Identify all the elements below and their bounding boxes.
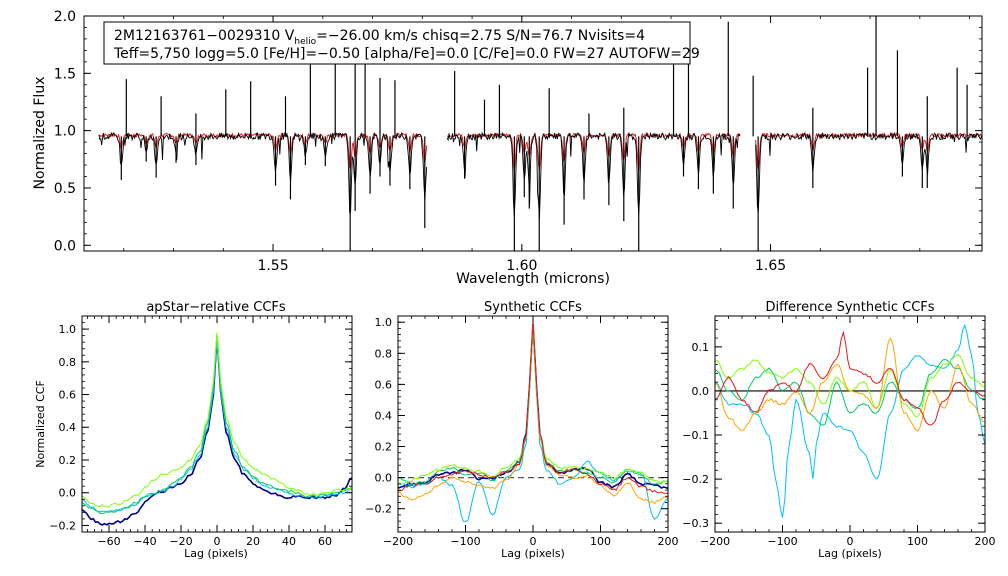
apstar-ccf-x-tick-label: −20 bbox=[169, 535, 192, 548]
apstar-ccf-ticks: −60 −40 −20 0 20 40 60 −0.2 0.0 0.2 0.4 0.6 0.8 1.0 bbox=[49, 315, 352, 548]
spectrum-panel: 1.55 1.60 1.65 0.0 0.5 1.0 1.5 2.0 2M12163761−0… bbox=[32, 9, 983, 287]
difference-ccf-visit-5-line bbox=[715, 330, 985, 426]
spectrum-info-box bbox=[103, 21, 691, 65]
spectrum-y-tick-label: 2.0 bbox=[54, 9, 76, 25]
difference-ccf-x-tick-label: −200 bbox=[700, 535, 730, 548]
spectrum-info-line2: Teff=5,750 logg=5.0 [Fe/H]=−0.50 [alpha/… bbox=[113, 46, 700, 62]
spectrum-y-axis-label: Normalized Flux bbox=[32, 77, 48, 190]
synthetic-ccf-x-tick-label: 100 bbox=[590, 535, 611, 548]
difference-ccf-title: Difference Synthetic CCFs bbox=[765, 300, 934, 315]
spectrum-axes-frame bbox=[83, 15, 983, 252]
spectrum-model-segment-2 bbox=[446, 131, 741, 172]
difference-ccf-panel: Difference Synthetic CCFs −200 −100 0 100 20… bbox=[682, 300, 995, 560]
synthetic-ccf-y-tick-label: −0.2 bbox=[365, 503, 392, 516]
synthetic-ccf-visit-1-line bbox=[398, 325, 668, 522]
apstar-ccf-x-tick-label: 60 bbox=[318, 535, 332, 548]
synthetic-ccf-x-tick-label: 200 bbox=[658, 535, 679, 548]
difference-ccf-visit-4-line bbox=[715, 337, 985, 432]
synthetic-ccf-visit-5-line bbox=[398, 322, 668, 494]
difference-ccf-visit-2-line bbox=[715, 358, 985, 426]
spectrum-observed-segment-3 bbox=[755, 131, 982, 213]
difference-ccf-y-tick-label: −0.3 bbox=[682, 517, 709, 530]
difference-ccf-plot-area bbox=[715, 323, 985, 518]
spectrum-x-axis-label: Wavelength (microns) bbox=[456, 271, 610, 287]
difference-ccf-y-tick-label: −0.2 bbox=[682, 473, 709, 486]
apstar-ccf-y-tick-label: −0.2 bbox=[49, 519, 76, 532]
apstar-ccf-x-tick-label: 40 bbox=[282, 535, 296, 548]
synthetic-ccf-visit-4-line bbox=[398, 322, 668, 505]
apstar-ccf-x-tick-label: 0 bbox=[214, 535, 221, 548]
synthetic-ccf-title: Synthetic CCFs bbox=[484, 300, 582, 315]
spectrum-x-tick-label: 1.55 bbox=[257, 258, 288, 274]
synthetic-ccf-combined-line bbox=[398, 323, 668, 490]
difference-ccf-axes-frame bbox=[714, 315, 986, 533]
difference-ccf-x-tick-label: 200 bbox=[975, 535, 996, 548]
difference-ccf-x-tick-label: −100 bbox=[767, 535, 797, 548]
difference-ccf-y-tick-label: 0.0 bbox=[692, 385, 710, 398]
synthetic-ccf-y-tick-label: 0.8 bbox=[375, 347, 393, 360]
spectrum-ticks: 1.55 1.60 1.65 0.0 0.5 1.0 1.5 2.0 bbox=[54, 9, 982, 274]
apstar-ccf-visit-3-line bbox=[82, 332, 352, 508]
spectrum-y-tick-label: 1.5 bbox=[54, 66, 76, 82]
synthetic-ccf-y-tick-label: 0.4 bbox=[375, 409, 393, 422]
spectrum-info-subscript: helio bbox=[294, 37, 316, 47]
synthetic-ccf-plot-area bbox=[398, 322, 668, 522]
difference-ccf-y-tick-label: −0.1 bbox=[682, 429, 709, 442]
apstar-ccf-y-tick-label: 0.8 bbox=[59, 356, 77, 369]
apstar-ccf-y-tick-label: 0.4 bbox=[59, 421, 77, 434]
synthetic-ccf-y-tick-label: 0.2 bbox=[375, 440, 393, 453]
spectrum-y-tick-label: 0.5 bbox=[54, 181, 76, 197]
apstar-ccf-y-tick-label: 1.0 bbox=[59, 323, 77, 336]
spectrum-x-tick-label: 1.65 bbox=[755, 258, 786, 274]
apstar-ccf-y-axis-label: Normalized CCF bbox=[34, 380, 47, 468]
apstar-ccf-x-tick-label: −40 bbox=[133, 535, 156, 548]
synthetic-ccf-visit-2-line bbox=[398, 326, 668, 486]
apstar-ccf-visit-2-line bbox=[82, 333, 352, 515]
difference-ccf-ticks: −200 −100 0 100 200 −0.3 −0.2 −0.1 0.0 0.1 bbox=[682, 316, 996, 548]
synthetic-ccf-ticks: −200 −100 0 100 200 −0.2 0.0 0.2 0.4 0.6 0.8 1.0 bbox=[365, 315, 679, 548]
spectrum-y-tick-label: 0.0 bbox=[54, 238, 76, 254]
apstar-ccf-visit-1-line bbox=[82, 340, 352, 513]
apstar-ccf-y-tick-label: 0.2 bbox=[59, 454, 77, 467]
apstar-ccf-plot-area bbox=[82, 332, 352, 526]
difference-ccf-x-tick-label: 0 bbox=[847, 535, 854, 548]
difference-ccf-visit-1-line bbox=[715, 323, 985, 518]
apstar-ccf-x-tick-label: 20 bbox=[246, 535, 260, 548]
synthetic-ccf-visit-3-line bbox=[398, 328, 668, 486]
spectrum-info-line1: 2M12163761−0029310 Vhelio=−26.00 km/s ch… bbox=[114, 28, 645, 47]
spectrum-y-tick-label: 1.0 bbox=[54, 124, 76, 140]
spectrum-observed-segment-1 bbox=[98, 131, 428, 214]
apstar-ccf-x-tick-label: −60 bbox=[97, 535, 120, 548]
spectrum-observed-segment-2 bbox=[446, 131, 741, 219]
difference-ccf-x-tick-label: 100 bbox=[907, 535, 928, 548]
synthetic-ccf-x-tick-label: 0 bbox=[530, 535, 537, 548]
apstar-ccf-x-axis-label: Lag (pixels) bbox=[184, 547, 248, 560]
difference-ccf-y-tick-label: 0.1 bbox=[692, 341, 710, 354]
synthetic-ccf-x-tick-label: −200 bbox=[383, 535, 413, 548]
apstar-ccf-title: apStar−relative CCFs bbox=[146, 300, 286, 315]
apstar-ccf-axes-frame bbox=[81, 315, 353, 533]
apstar-ccf-y-tick-label: 0.6 bbox=[59, 389, 77, 402]
apstar-ccf-panel: apStar−relative CCFs −60 −40 −20 0 20 40 60 −0.… bbox=[34, 300, 353, 560]
synthetic-ccf-y-tick-label: 0.0 bbox=[375, 472, 393, 485]
apstar-ccf-y-tick-label: 0.0 bbox=[59, 487, 77, 500]
synthetic-ccf-y-tick-label: 0.6 bbox=[375, 378, 393, 391]
synthetic-ccf-axes-frame bbox=[397, 315, 669, 533]
synthetic-ccf-y-tick-label: 1.0 bbox=[375, 316, 393, 329]
synthetic-ccf-panel: Synthetic CCFs −200 −100 0 100 200 −0.2 0.0 0.2… bbox=[365, 300, 678, 560]
difference-ccf-x-axis-label: Lag (pixels) bbox=[818, 547, 882, 560]
synthetic-ccf-x-tick-label: −100 bbox=[450, 535, 480, 548]
spectrum-x-tick-label: 1.60 bbox=[506, 258, 537, 274]
synthetic-ccf-x-axis-label: Lag (pixels) bbox=[501, 547, 565, 560]
